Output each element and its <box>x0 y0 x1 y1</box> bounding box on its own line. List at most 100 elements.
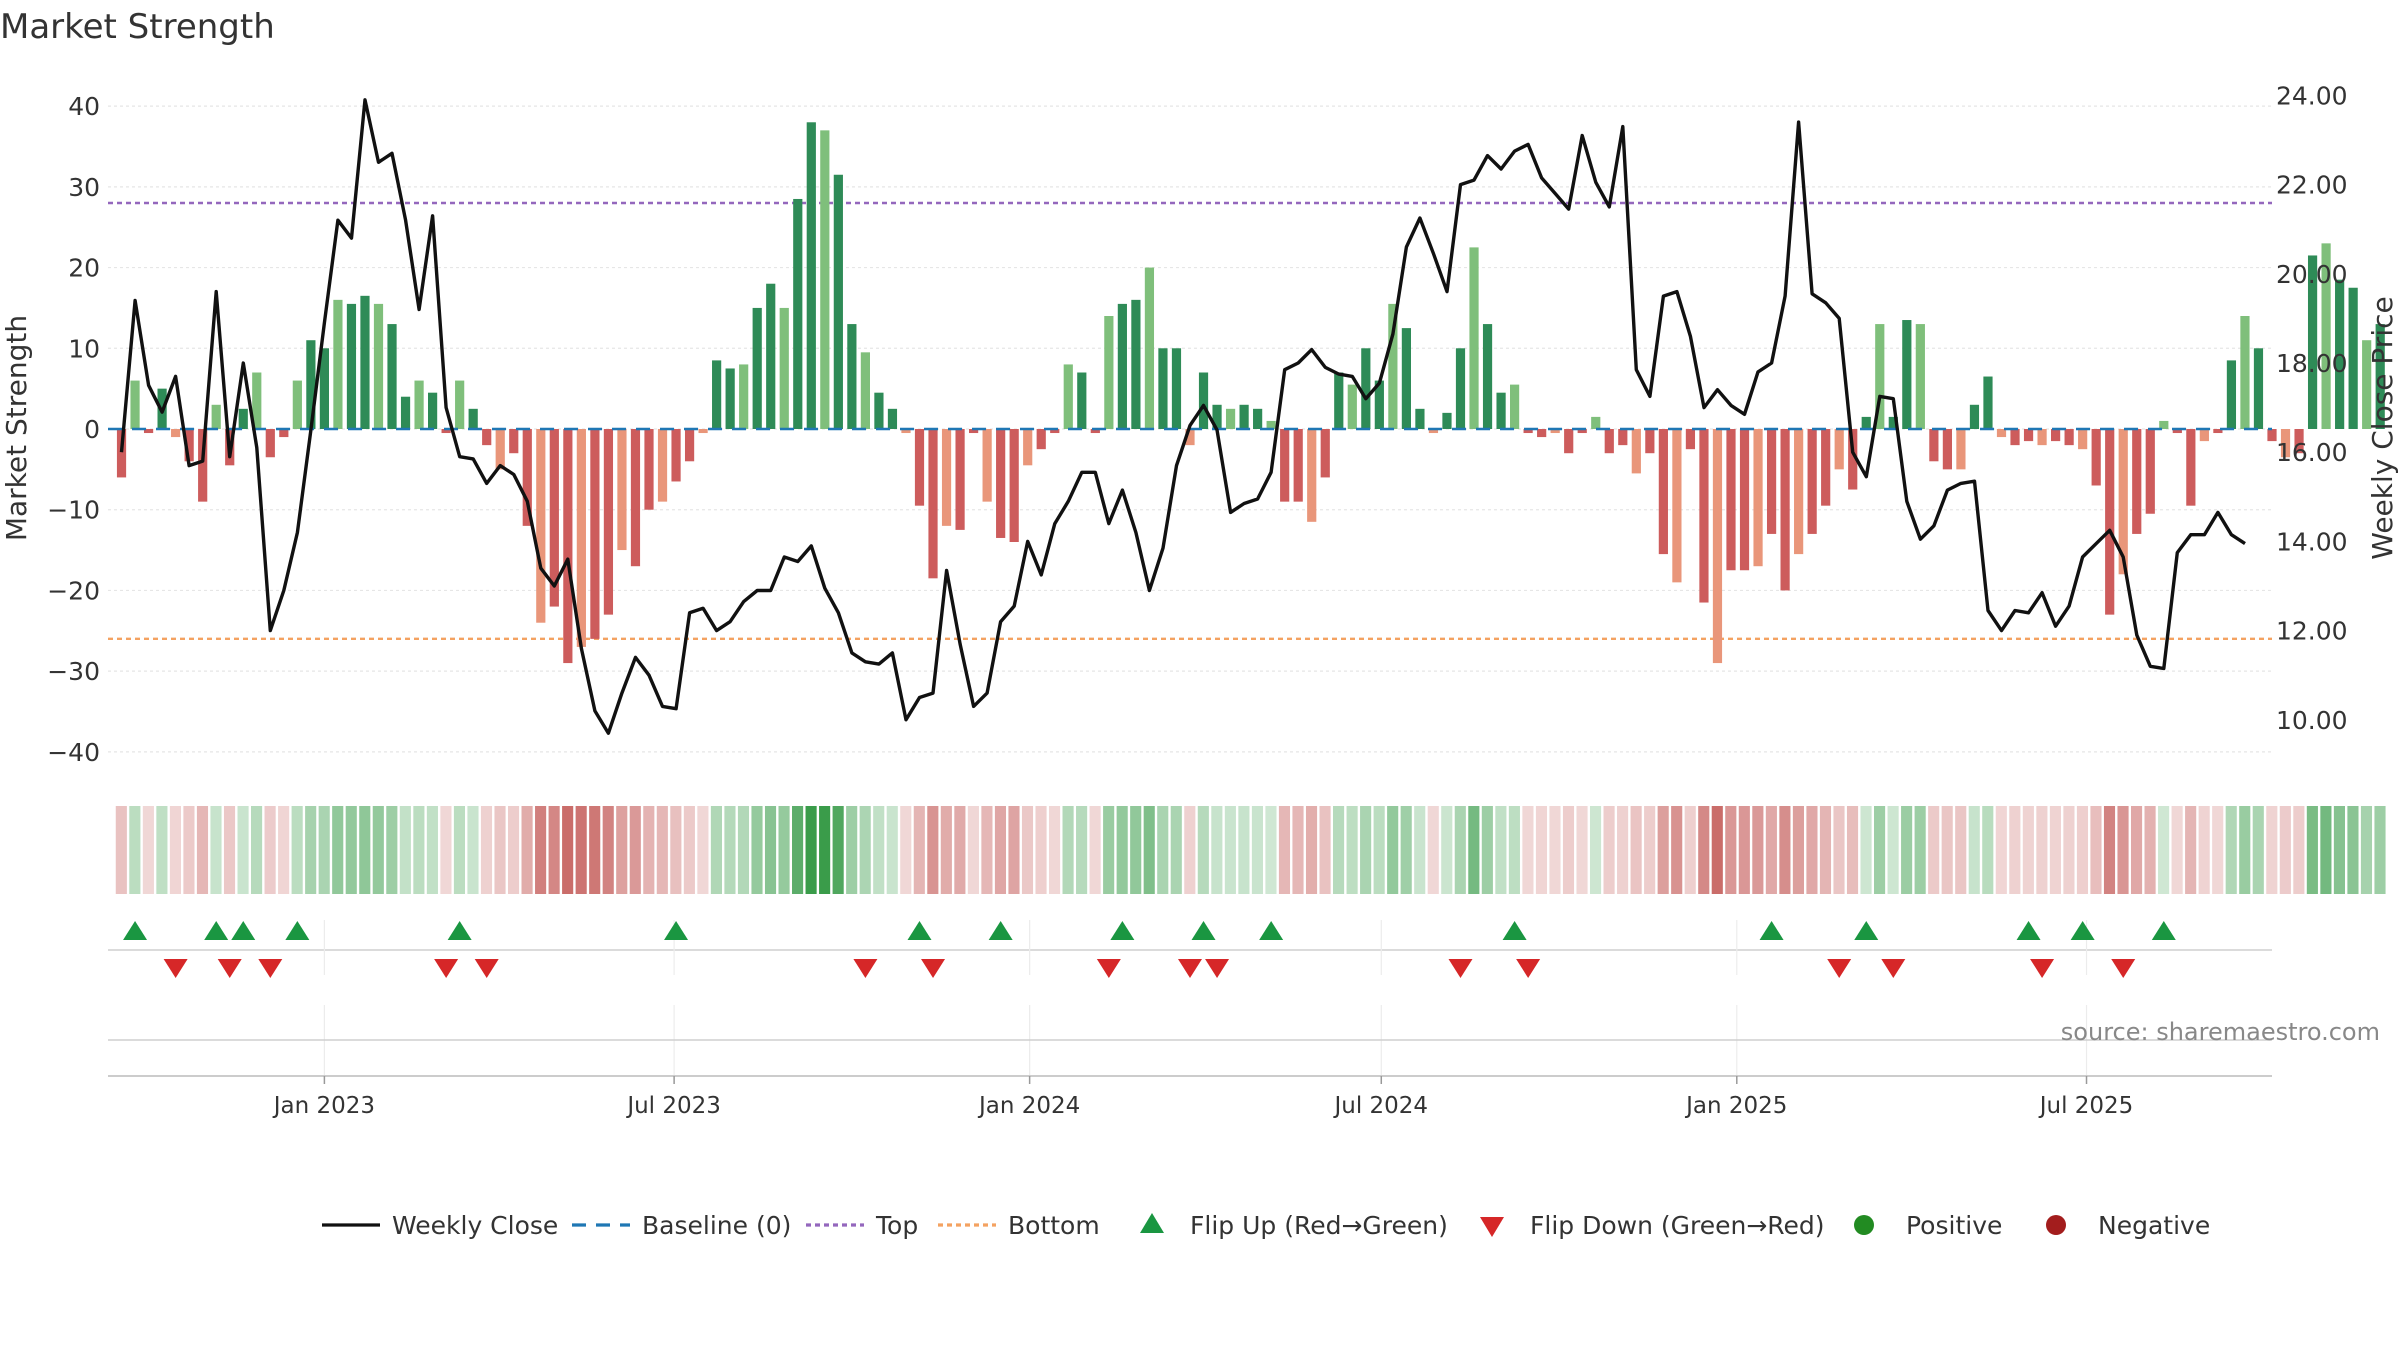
flip-up-marker <box>2070 921 2095 940</box>
heat-cell <box>156 806 168 894</box>
strength-bar <box>1442 412 1452 429</box>
strength-bar <box>1794 429 1804 555</box>
strength-bar <box>1848 429 1858 490</box>
strength-bar <box>1604 429 1614 454</box>
legend-label-flip_down: Flip Down (Green→Red) <box>1530 1211 1825 1240</box>
heat-cell <box>1305 806 1318 894</box>
heat-cell <box>1251 806 1263 894</box>
heat-cell <box>1089 806 1101 894</box>
heat-cell <box>1265 806 1277 894</box>
strength-bar <box>1090 429 1100 434</box>
strength-bar <box>793 198 803 429</box>
right-axis-ticks: 24.00 22.00 20.00 18.00 16.00 14.00 12.00 10.00 <box>2276 81 2348 734</box>
flip-up-marker <box>1502 921 1527 940</box>
left-axis-label: Market Strength <box>0 315 33 541</box>
heat-cell <box>440 806 452 894</box>
strength-bar <box>657 429 668 502</box>
strength-bar <box>1455 348 1466 429</box>
strength-bar <box>1807 429 1817 534</box>
heat-cell <box>1671 806 1683 894</box>
heat-cell <box>1941 806 1953 894</box>
heat-cell <box>1048 806 1061 894</box>
right-tick-label: 12.00 <box>2276 617 2348 646</box>
strength-bar <box>2132 429 2142 534</box>
strength-bar <box>1225 408 1236 429</box>
strength-bar <box>428 392 438 429</box>
strength-bar <box>143 429 154 434</box>
strength-bar <box>2267 429 2277 442</box>
strength-bar <box>1239 404 1249 429</box>
heat-cell <box>616 806 628 894</box>
strength-bar <box>1631 429 1641 474</box>
legend-swatch-flip_up <box>1140 1213 1164 1233</box>
flip-up-marker <box>285 921 310 940</box>
strength-bar <box>2091 429 2101 486</box>
heat-cell <box>1914 806 1926 894</box>
heat-cell <box>305 806 317 894</box>
heat-cell <box>562 806 574 894</box>
strength-bar <box>1861 416 1871 429</box>
strength-bar <box>252 372 262 429</box>
x-tick-label: Jul 2024 <box>1332 1093 1428 1119</box>
heat-cell <box>1738 806 1750 894</box>
strength-bar <box>1550 429 1560 434</box>
strength-bar <box>1739 429 1750 571</box>
heat-cell <box>1373 806 1385 894</box>
strength-bar <box>1334 372 1344 429</box>
heat-cell <box>1495 806 1507 894</box>
left-tick-label: −10 <box>47 496 100 525</box>
heat-cell <box>535 806 547 894</box>
heat-cell <box>1414 806 1426 894</box>
heat-cell <box>670 806 682 894</box>
strength-bar <box>1063 364 1073 429</box>
strength-bars <box>108 122 2385 664</box>
strength-bar <box>1320 429 1330 478</box>
heat-cell <box>1549 806 1561 894</box>
heat-cell <box>927 806 939 894</box>
heat-cell <box>142 806 154 894</box>
heat-cell <box>1143 806 1155 894</box>
strength-bar <box>712 360 722 429</box>
strength-bar <box>319 348 329 429</box>
strength-bar <box>2240 316 2250 429</box>
heat-cell <box>467 806 479 894</box>
heat-cell <box>602 806 614 894</box>
heat-cell <box>291 806 303 894</box>
strength-bar <box>333 299 343 429</box>
x-tick-label: Jan 2025 <box>1684 1093 1787 1119</box>
heat-cell <box>1197 806 1209 894</box>
heat-cell <box>1833 806 1845 894</box>
strength-bar <box>441 429 451 434</box>
legend-swatch-flip_down <box>1480 1217 1504 1237</box>
strength-bar <box>211 404 221 429</box>
strength-bar <box>2064 429 2074 446</box>
heat-cell <box>1955 806 1967 894</box>
heat-cell <box>372 806 384 894</box>
strength-bar <box>860 352 870 429</box>
strength-bar <box>1618 429 1628 446</box>
strength-bar <box>1185 429 1195 446</box>
strength-bar <box>1942 429 1952 470</box>
heat-cell <box>778 806 790 894</box>
heat-cell <box>656 806 668 894</box>
heat-cell <box>2022 806 2034 894</box>
strength-bar <box>1307 429 1317 522</box>
flip-up-marker <box>1854 921 1879 940</box>
strength-bar <box>1050 429 1060 434</box>
heat-cell <box>1711 806 1723 894</box>
heat-cell <box>1062 806 1074 894</box>
strength-bar <box>1537 429 1547 438</box>
strength-bar <box>590 429 600 639</box>
strength-bar <box>360 295 370 429</box>
strength-bar <box>725 368 735 429</box>
strength-bar <box>400 396 411 429</box>
heat-cell <box>2144 806 2156 894</box>
heat-cell <box>196 806 209 894</box>
strength-bar <box>752 307 762 429</box>
legend-label-negative: Negative <box>2098 1211 2210 1240</box>
heat-cell <box>1806 806 1818 894</box>
heat-cell <box>832 806 844 894</box>
heat-cell <box>1684 806 1696 894</box>
strength-bar <box>1658 429 1668 555</box>
heat-cell <box>2320 806 2332 894</box>
